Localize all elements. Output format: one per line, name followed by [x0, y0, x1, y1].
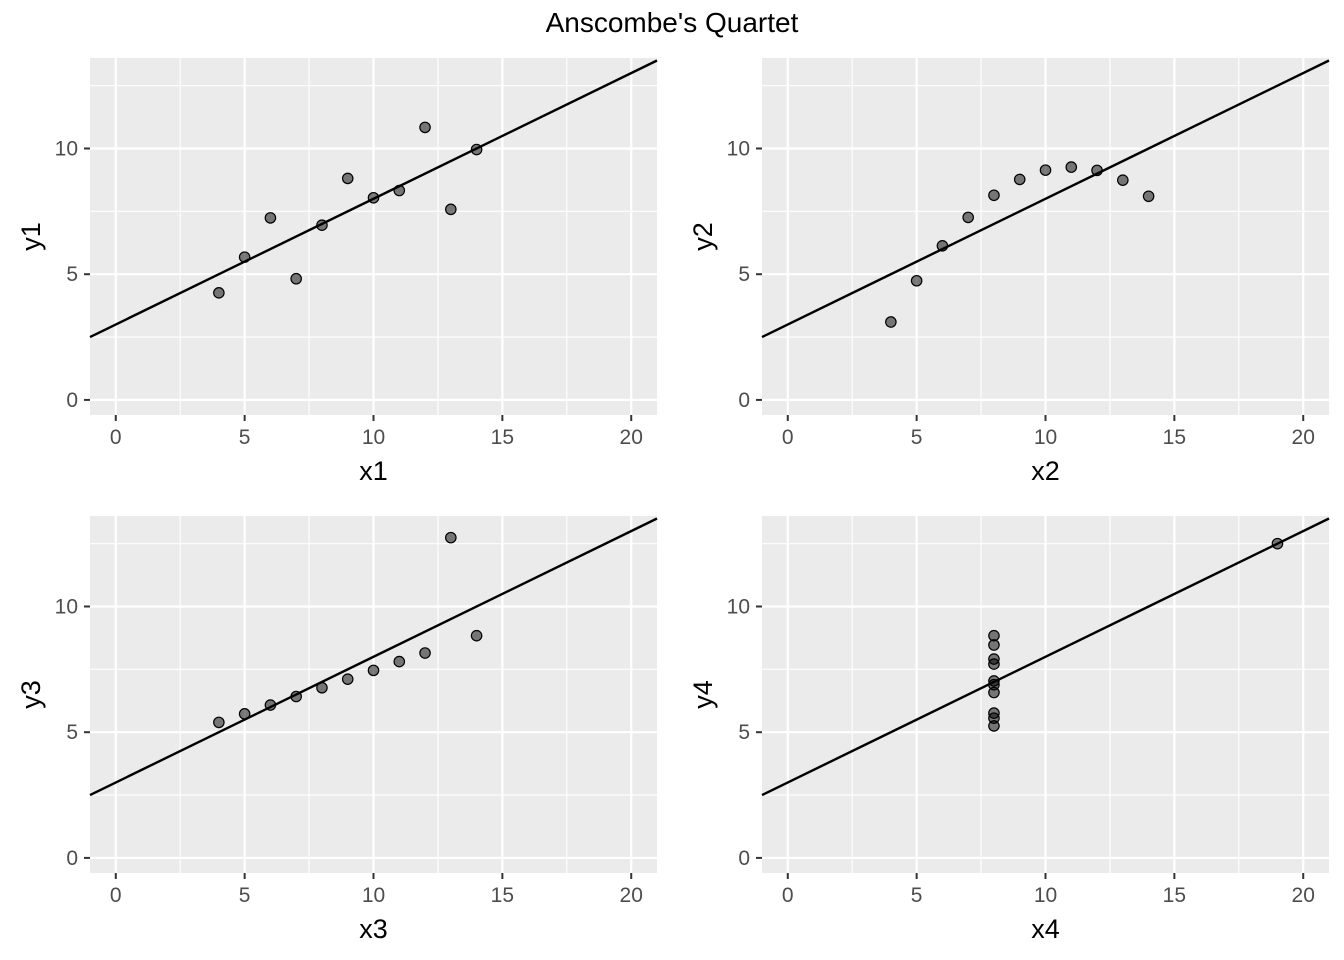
data-point: [393, 655, 406, 668]
chart-title: Anscombe's Quartet: [546, 7, 799, 38]
regression-line: [89, 517, 658, 797]
data-point: [1091, 164, 1103, 177]
data-point: [1039, 164, 1052, 176]
x-tick-label: 20: [620, 884, 643, 907]
data-point: [316, 681, 328, 694]
x-tick-label: 15: [1163, 426, 1186, 449]
x-axis-title: x2: [1031, 456, 1060, 486]
x-tick-label: 0: [110, 426, 122, 449]
panel-4: 0 5 10 15 20 0 5 10 x4 y4: [688, 516, 1330, 944]
x-tick-label: 15: [491, 426, 514, 449]
data-point: [962, 211, 974, 224]
data-point: [393, 184, 406, 197]
y-axis-title: y1: [16, 222, 46, 251]
x-tick-label: 0: [782, 884, 794, 907]
panel-3: 0 5 10 15 20 0 5 10 x3 y3: [16, 516, 658, 944]
data-point: [470, 629, 483, 642]
data-point: [290, 272, 302, 285]
x-axis-title: x1: [359, 456, 388, 486]
data-point: [213, 716, 225, 729]
x-tick-label: 10: [1034, 884, 1057, 907]
panel-1: 0 5 10 15 20 0 5 10 x1 y1: [16, 58, 658, 486]
regression-line: [761, 517, 1330, 797]
data-point: [367, 664, 380, 677]
y-tick-label: 10: [55, 138, 78, 161]
data-point: [910, 274, 923, 287]
data-point: [885, 316, 897, 328]
x-tick-label: 10: [362, 426, 385, 449]
data-point: [445, 531, 457, 544]
data-point: [419, 647, 431, 659]
data-point: [290, 690, 302, 703]
data-point: [419, 121, 431, 134]
data-point: [988, 189, 1000, 202]
data-point: [470, 143, 483, 156]
x-tick-label: 5: [239, 884, 251, 907]
data-point: [1117, 174, 1129, 186]
data-point: [1271, 537, 1284, 550]
x-axis-title: x3: [359, 914, 388, 944]
x-tick-label: 20: [1292, 884, 1315, 907]
data-point: [316, 219, 328, 231]
y-tick-label: 5: [66, 263, 78, 286]
data-point: [1065, 161, 1078, 173]
x-tick-label: 20: [1292, 426, 1315, 449]
x-tick-label: 0: [782, 426, 794, 449]
y-tick-label: 10: [55, 596, 78, 619]
x-tick-label: 0: [110, 884, 122, 907]
data-point: [213, 287, 225, 299]
panels: 0 5 10 15 20 0 5 10 x1 y1 0 5 10 15 20 0 5 10 x2 y2 0 5 10 15 20…: [16, 58, 1330, 944]
y-tick-label: 0: [738, 847, 750, 870]
data-point: [341, 673, 354, 685]
data-point: [936, 240, 949, 252]
x-tick-label: 15: [491, 884, 514, 907]
data-point: [988, 678, 1000, 691]
y-tick-label: 10: [727, 596, 750, 619]
data-point: [988, 639, 1000, 651]
y-tick-label: 5: [66, 721, 78, 744]
data-point: [988, 653, 1000, 665]
x-tick-label: 10: [1034, 426, 1057, 449]
y-axis-title: y4: [688, 680, 718, 709]
y-axis-title: y3: [16, 680, 46, 709]
x-tick-label: 10: [362, 884, 385, 907]
y-tick-label: 0: [66, 389, 78, 412]
data-point: [264, 699, 277, 711]
x-tick-label: 5: [239, 426, 251, 449]
data-point: [264, 212, 277, 224]
y-tick-label: 0: [66, 847, 78, 870]
y-tick-label: 10: [727, 138, 750, 161]
y-tick-label: 5: [738, 263, 750, 286]
data-point: [445, 203, 457, 216]
data-point: [1142, 190, 1155, 203]
data-point: [238, 251, 251, 263]
y-axis-title: y2: [688, 222, 718, 251]
x-axis-title: x4: [1031, 914, 1060, 944]
x-tick-label: 5: [911, 884, 923, 907]
data-point: [988, 712, 1000, 724]
x-tick-label: 20: [620, 426, 643, 449]
data-point: [238, 708, 251, 720]
x-tick-label: 5: [911, 426, 923, 449]
data-point: [1013, 173, 1026, 186]
data-point: [341, 172, 354, 185]
y-tick-label: 0: [738, 389, 750, 412]
y-tick-label: 5: [738, 721, 750, 744]
panel-2: 0 5 10 15 20 0 5 10 x2 y2: [688, 58, 1330, 486]
x-tick-label: 15: [1163, 884, 1186, 907]
data-point: [367, 191, 380, 204]
regression-line: [761, 59, 1330, 339]
